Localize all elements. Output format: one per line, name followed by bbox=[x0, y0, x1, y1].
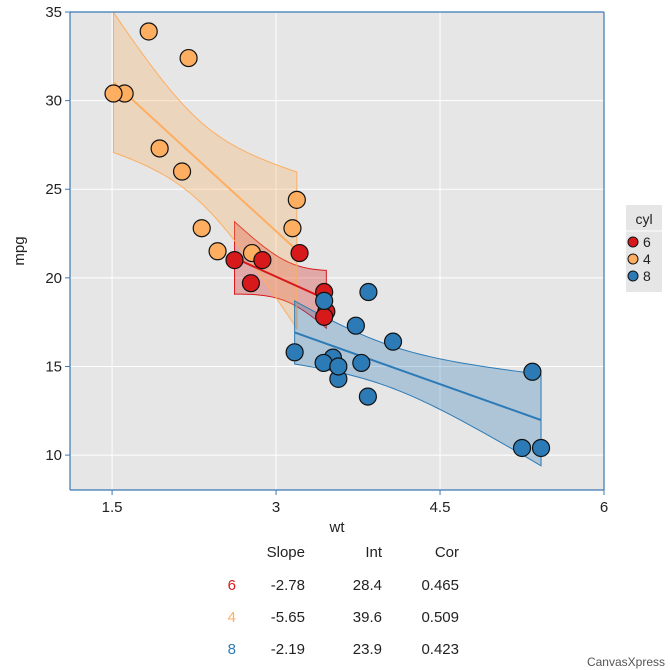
data-point-cyl-8 bbox=[358, 387, 377, 406]
legend-marker-8 bbox=[627, 270, 639, 282]
stats-group-label: 4 bbox=[228, 609, 236, 626]
stats-cell: 28.4 bbox=[353, 577, 382, 594]
y-tick-label: 30 bbox=[45, 93, 62, 110]
x-axis-title: wt bbox=[329, 519, 346, 536]
stats-header-slope: Slope bbox=[267, 544, 305, 561]
x-tick-label: 3 bbox=[272, 499, 280, 516]
x-tick-label: 4.5 bbox=[430, 499, 451, 516]
data-point-cyl-4 bbox=[283, 219, 302, 238]
y-axis-title: mpg bbox=[11, 236, 28, 265]
data-point-cyl-8 bbox=[314, 353, 333, 373]
data-point-cyl-4 bbox=[287, 190, 306, 209]
data-point-cyl-4 bbox=[208, 242, 227, 261]
stats-cell: 39.6 bbox=[353, 609, 382, 626]
stats-cell: 0.465 bbox=[421, 577, 459, 594]
data-point-cyl-4 bbox=[172, 162, 192, 181]
data-point-cyl-4 bbox=[192, 219, 211, 238]
data-point-cyl-8 bbox=[285, 343, 304, 362]
data-point-cyl-6 bbox=[290, 243, 309, 263]
data-point-cyl-8 bbox=[512, 438, 532, 458]
tick-labels: 1.5 3 4.5 6 10 15 20 25 30 35 bbox=[45, 4, 608, 516]
stats-cell: 0.423 bbox=[421, 641, 459, 658]
legend-marker-6 bbox=[627, 236, 639, 248]
data-point-cyl-6 bbox=[225, 251, 244, 270]
axes bbox=[65, 11, 605, 495]
legend-label-6: 6 bbox=[643, 234, 651, 250]
y-tick-label: 20 bbox=[45, 270, 62, 287]
y-tick-label: 35 bbox=[45, 4, 62, 21]
x-tick-label: 1.5 bbox=[102, 499, 123, 516]
data-point-cyl-4 bbox=[179, 48, 198, 68]
data-point-cyl-4 bbox=[104, 84, 123, 103]
credit-text: CanvasXpress bbox=[587, 655, 665, 669]
data-point-cyl-8 bbox=[383, 332, 403, 351]
y-tick-label: 25 bbox=[45, 181, 62, 198]
regression-line-8 bbox=[294, 331, 542, 422]
stats-cell: -2.78 bbox=[271, 577, 305, 594]
stats-header-int: Int bbox=[365, 544, 383, 561]
regression-line-6 bbox=[234, 257, 327, 301]
x-tick-label: 6 bbox=[600, 499, 608, 516]
stats-header-cor: Cor bbox=[435, 544, 459, 561]
legend-marker-4 bbox=[627, 253, 639, 265]
stats-cell: -2.19 bbox=[271, 641, 305, 658]
legend-label-8: 8 bbox=[643, 268, 651, 284]
data-point-cyl-6 bbox=[241, 274, 261, 293]
data-point-cyl-6 bbox=[253, 251, 272, 270]
stats-group-label: 8 bbox=[228, 641, 236, 658]
legend: cyl 648 bbox=[626, 205, 662, 292]
data-point-cyl-8 bbox=[352, 353, 371, 373]
data-point-cyl-8 bbox=[329, 357, 348, 376]
regression-lines bbox=[112, 81, 542, 422]
data-point-cyl-8 bbox=[531, 438, 551, 458]
stats-cell: 0.509 bbox=[421, 609, 459, 626]
data-point-cyl-8 bbox=[346, 316, 365, 335]
regression-stats-table: Slope Int Cor 6 -2.78 28.4 0.465 4 -5.65 39.6 0.50… bbox=[228, 544, 459, 658]
stats-group-label: 6 bbox=[228, 577, 236, 594]
data-point-cyl-4 bbox=[150, 139, 169, 158]
stats-cell: -5.65 bbox=[271, 609, 305, 626]
y-tick-label: 15 bbox=[45, 358, 62, 375]
data-point-cyl-8 bbox=[523, 362, 542, 381]
data-point-cyl-8 bbox=[359, 282, 378, 302]
stats-cell: 23.9 bbox=[353, 641, 382, 658]
regression-line-4 bbox=[112, 81, 298, 251]
data-point-cyl-4 bbox=[139, 22, 158, 41]
legend-title: cyl bbox=[635, 211, 652, 227]
y-tick-label: 10 bbox=[45, 447, 62, 464]
data-points bbox=[104, 22, 551, 458]
data-point-cyl-6 bbox=[315, 307, 334, 326]
confidence-band-8 bbox=[294, 300, 542, 467]
legend-label-4: 4 bbox=[643, 251, 651, 267]
data-point-cyl-8 bbox=[315, 291, 334, 310]
